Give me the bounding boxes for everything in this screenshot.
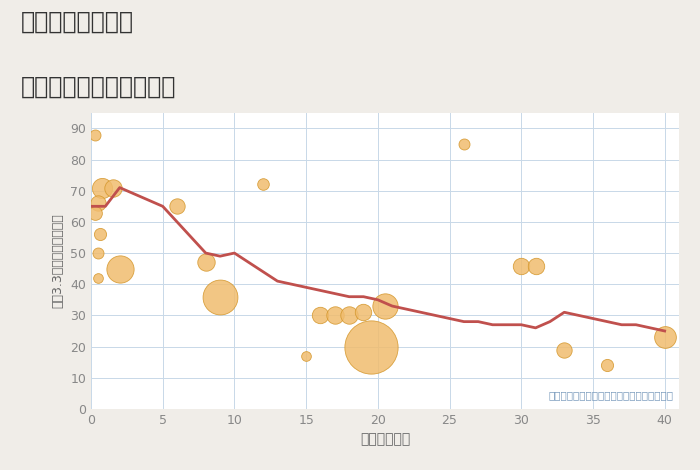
Point — [97, 184, 108, 191]
Y-axis label: 坪（3.3㎡）単価（万円）: 坪（3.3㎡）単価（万円） — [52, 213, 64, 308]
Point — [92, 199, 104, 207]
Point — [114, 265, 125, 273]
Text: 千葉県富津市上の: 千葉県富津市上の — [21, 9, 134, 33]
X-axis label: 築年数（年）: 築年数（年） — [360, 432, 410, 446]
Point — [559, 346, 570, 353]
Point — [300, 352, 312, 360]
Point — [659, 333, 671, 341]
Point — [90, 131, 101, 138]
Point — [458, 140, 470, 148]
Point — [107, 184, 118, 191]
Point — [344, 312, 355, 319]
Point — [516, 262, 527, 269]
Point — [200, 258, 211, 266]
Point — [315, 312, 326, 319]
Point — [329, 312, 340, 319]
Point — [90, 209, 101, 216]
Point — [214, 293, 225, 300]
Point — [358, 308, 369, 316]
Point — [530, 262, 541, 269]
Point — [602, 361, 613, 369]
Point — [94, 231, 105, 238]
Point — [172, 203, 183, 210]
Text: 円の大きさは、取引のあった物件面積を示す: 円の大きさは、取引のあった物件面積を示す — [548, 390, 673, 400]
Text: 築年数別中古戸建て価格: 築年数別中古戸建て価格 — [21, 75, 176, 99]
Point — [92, 274, 104, 282]
Point — [365, 343, 377, 350]
Point — [258, 181, 269, 188]
Point — [92, 249, 104, 257]
Point — [379, 302, 391, 310]
